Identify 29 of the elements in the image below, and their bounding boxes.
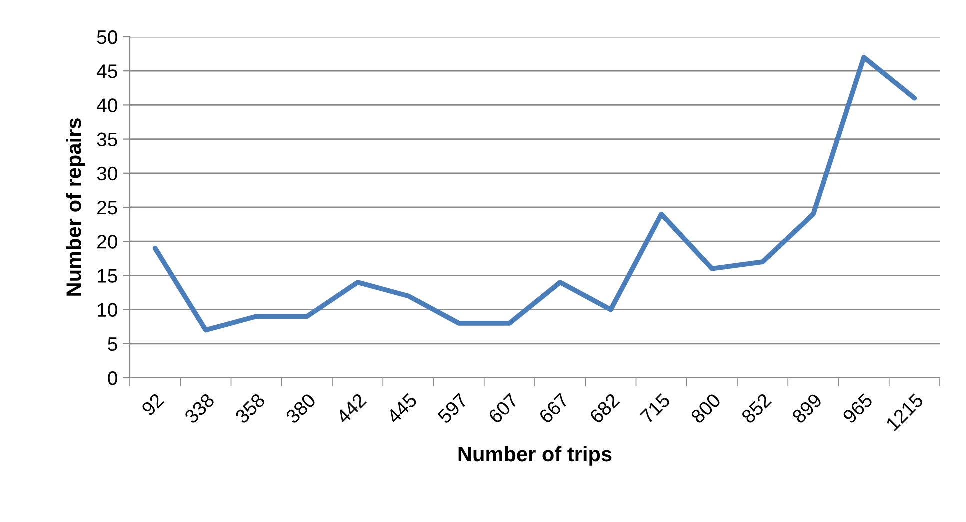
- x-axis-title: Number of trips: [458, 446, 612, 466]
- y-tick-label: 25: [98, 200, 118, 215]
- x-tick-label: 965: [842, 392, 874, 424]
- y-tick-label: 35: [97, 132, 118, 147]
- x-tick-label: 338: [184, 392, 216, 424]
- x-tick-label: 899: [791, 392, 823, 424]
- x-tick-label: 597: [437, 392, 468, 424]
- x-tick-label: 380: [285, 392, 317, 424]
- x-tick-label: 445: [386, 392, 418, 425]
- x-tick-label: 442: [336, 392, 368, 424]
- y-tick-label: 45: [97, 64, 118, 78]
- y-axis-title: Number of repairs: [66, 118, 86, 296]
- y-tick-label: 40: [97, 98, 118, 112]
- x-tick-label: 682: [589, 392, 620, 424]
- x-tick-label: 667: [538, 392, 570, 424]
- y-tick-label: 20: [98, 235, 118, 249]
- line-series: [152, 55, 918, 333]
- y-tick-label: 30: [97, 166, 118, 181]
- y-tick-label: 15: [98, 269, 118, 283]
- y-tick-label: 0: [108, 371, 118, 386]
- x-tick-label: 92: [141, 392, 165, 417]
- y-tick-label: 10: [98, 303, 118, 318]
- x-tick-label: 852: [740, 392, 772, 424]
- x-tick-label: 715: [640, 392, 672, 424]
- x-tick-label: 800: [690, 392, 722, 424]
- x-tick-label: 358: [234, 392, 266, 424]
- x-tick-label: 607: [488, 392, 520, 424]
- y-tick-label: 5: [108, 338, 118, 352]
- y-tick-label: 50: [97, 30, 118, 44]
